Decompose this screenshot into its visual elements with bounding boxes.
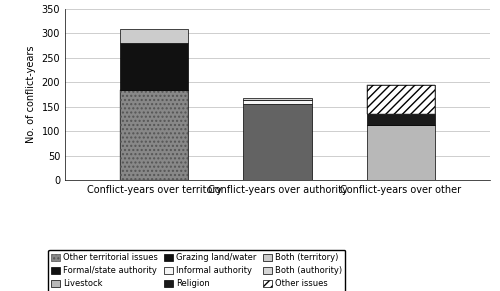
Bar bbox=[120, 29, 188, 43]
Bar bbox=[366, 125, 435, 180]
Bar bbox=[243, 104, 312, 180]
Bar bbox=[243, 98, 312, 100]
Bar bbox=[366, 85, 435, 114]
Bar bbox=[120, 90, 188, 180]
Bar bbox=[120, 43, 188, 90]
Y-axis label: No. of conflict-years: No. of conflict-years bbox=[26, 46, 36, 143]
Bar bbox=[243, 100, 312, 104]
Bar bbox=[366, 85, 435, 114]
Bar bbox=[120, 90, 188, 180]
Legend: Other territorial issues, Formal/state authority, Livestock, Grazing land/water,: Other territorial issues, Formal/state a… bbox=[48, 250, 346, 291]
Bar bbox=[366, 114, 435, 125]
